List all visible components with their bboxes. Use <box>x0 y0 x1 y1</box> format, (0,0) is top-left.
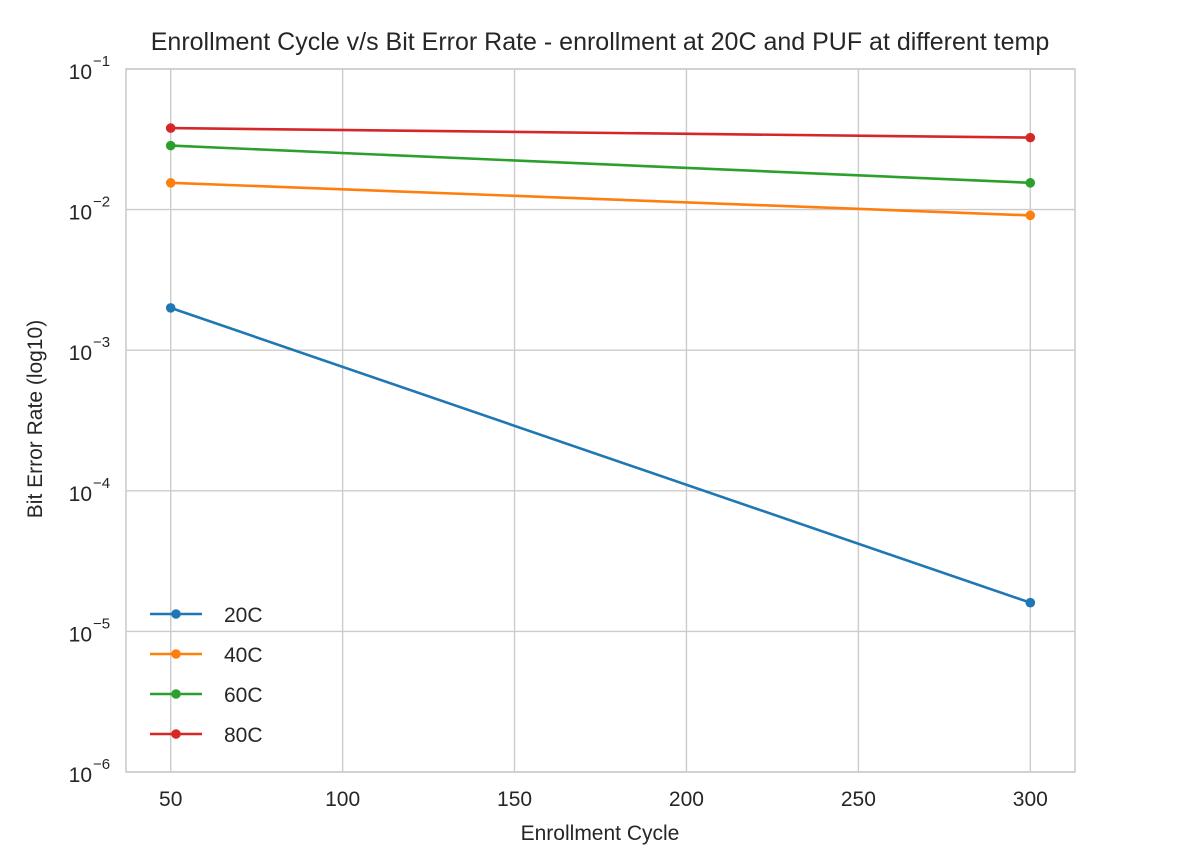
y-tick-exponent: −6 <box>93 756 110 773</box>
y-tick-label: 10 −2 <box>69 194 110 225</box>
legend-label: 60C <box>224 684 263 707</box>
legend-label: 40C <box>224 644 263 667</box>
legend: 20C 40C 60C 80C <box>150 604 263 747</box>
plot-background <box>126 69 1075 772</box>
legend-item-20C: 20C <box>150 604 263 627</box>
y-tick-base: 10 <box>69 483 92 506</box>
y-tick-exponent: −2 <box>93 194 110 211</box>
data-point-80C <box>1025 132 1036 143</box>
x-tick-label: 150 <box>497 788 532 811</box>
legend-item-60C: 60C <box>150 684 263 707</box>
legend-label: 80C <box>224 724 263 747</box>
y-tick-base: 10 <box>69 202 92 225</box>
legend-marker <box>171 729 181 739</box>
y-axis-label: Bit Error Rate (log10) <box>24 320 47 518</box>
x-tick-label: 100 <box>325 788 360 811</box>
x-tick-label: 200 <box>669 788 704 811</box>
legend-label: 20C <box>224 604 263 627</box>
y-tick-base: 10 <box>69 61 92 84</box>
data-point-40C <box>1025 210 1036 221</box>
y-tick-label: 10 −3 <box>69 334 110 365</box>
data-point-60C <box>165 140 176 151</box>
x-tick-label: 300 <box>1013 788 1048 811</box>
x-axis-label: Enrollment Cycle <box>521 822 680 845</box>
data-point-60C <box>1025 178 1036 188</box>
y-tick-label: 10 −5 <box>69 615 110 646</box>
y-tick-label: 10 −1 <box>69 53 110 84</box>
y-tick-exponent: −1 <box>93 53 110 70</box>
data-point-20C <box>165 303 176 313</box>
chart-title: Enrollment Cycle v/s Bit Error Rate - en… <box>151 28 1050 56</box>
data-point-40C <box>165 178 176 188</box>
y-tick-label: 10 −4 <box>69 475 110 506</box>
y-tick-base: 10 <box>69 764 92 787</box>
series-line-80C <box>170 126 1031 139</box>
x-tick-label: 250 <box>841 788 876 811</box>
series-line-60C <box>170 144 1031 185</box>
legend-marker <box>171 609 181 619</box>
y-tick-base: 10 <box>69 623 92 646</box>
y-tick-exponent: −4 <box>93 475 110 492</box>
y-tick-label: 10 −6 <box>69 756 110 787</box>
legend-item-40C: 40C <box>150 644 263 667</box>
x-tick-label: 50 <box>159 788 182 811</box>
legend-marker <box>171 689 181 699</box>
data-point-80C <box>165 123 176 133</box>
y-tick-base: 10 <box>69 342 92 365</box>
data-point-20C <box>1025 597 1036 608</box>
series-line-20C <box>170 306 1031 604</box>
y-tick-exponent: −3 <box>93 334 110 351</box>
y-tick-exponent: −5 <box>93 615 110 632</box>
series-line-40C <box>170 181 1031 217</box>
legend-item-80C: 80C <box>150 724 263 747</box>
plot-frame <box>125 68 1076 773</box>
legend-marker <box>171 649 181 659</box>
